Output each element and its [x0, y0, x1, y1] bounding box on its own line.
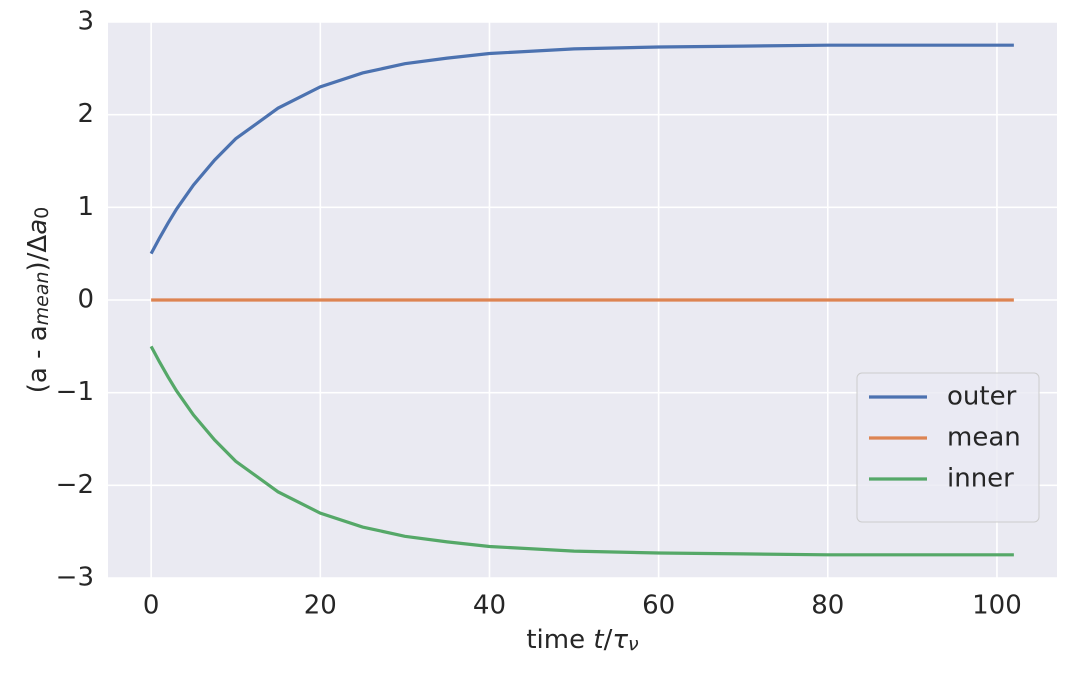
y-axis-label-part: )/Δ: [23, 235, 53, 272]
x-tick-label: 20: [304, 591, 337, 621]
y-axis-label-part: 0: [31, 207, 53, 219]
y-tick-label: 1: [77, 192, 94, 222]
x-tick-label: 0: [143, 591, 160, 621]
x-tick-label: 80: [811, 591, 844, 621]
legend-box: [856, 372, 1040, 523]
line: [149, 43, 1014, 255]
y-axis-label-part: a: [23, 219, 53, 235]
y-tick-label: −2: [56, 470, 94, 500]
x-axis-label-part: τ: [612, 625, 628, 655]
x-axis-label-part: ν: [628, 633, 639, 655]
y-tick-label: 3: [77, 7, 94, 37]
legend-label: outer: [947, 382, 1017, 412]
y-axis-label: (a - amean)/Δa0: [23, 207, 54, 394]
y-axis-label-part: (a - a: [23, 325, 53, 393]
x-tick-label: 100: [972, 591, 1022, 621]
x-axis-label-part: /: [604, 625, 613, 655]
line: [149, 345, 1014, 557]
x-tick-label: 40: [473, 591, 506, 621]
x-axis-label-part: t: [593, 625, 604, 655]
x-tick-label: 60: [642, 591, 675, 621]
x-axis-label-part: time: [526, 625, 593, 655]
y-axis-label-part: mean: [31, 271, 53, 325]
y-tick-label: −3: [56, 563, 94, 593]
y-tick-label: −1: [56, 377, 94, 407]
x-axis-label: time t/τν: [526, 625, 639, 656]
legend-label: mean: [947, 423, 1021, 453]
legend-label: inner: [947, 464, 1014, 494]
y-tick-label: 0: [77, 285, 94, 315]
y-tick-label: 2: [77, 99, 94, 129]
